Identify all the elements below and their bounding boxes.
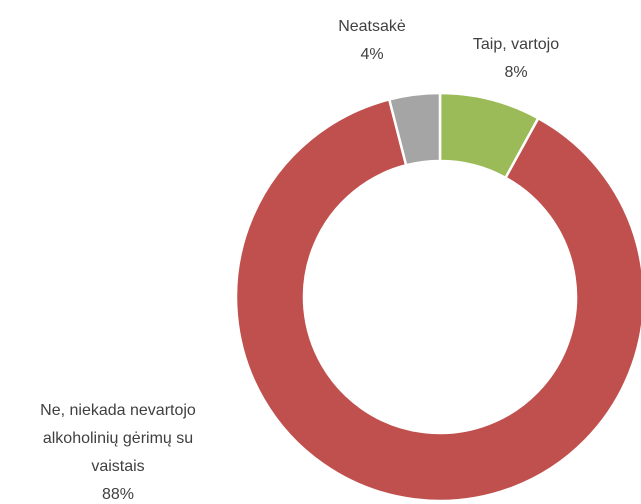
category-label: Taip, vartojo — [472, 36, 560, 53]
value-label: 88% — [101, 486, 135, 503]
value-label: 4% — [360, 46, 384, 63]
category-label: Neatsakė — [338, 18, 406, 35]
category-label: Ne, niekada nevartojo alkoholinių gėrimų… — [40, 402, 196, 475]
donut-slice — [387, 91, 442, 167]
value-label: 8% — [504, 64, 528, 81]
slice-label: Neatsakė 4% — [312, 13, 432, 69]
slice-label: Taip, vartojo 8% — [436, 31, 596, 87]
slice-label: Ne, niekada nevartojo alkoholinių gėrimų… — [18, 397, 218, 504]
donut-slice — [234, 97, 641, 503]
